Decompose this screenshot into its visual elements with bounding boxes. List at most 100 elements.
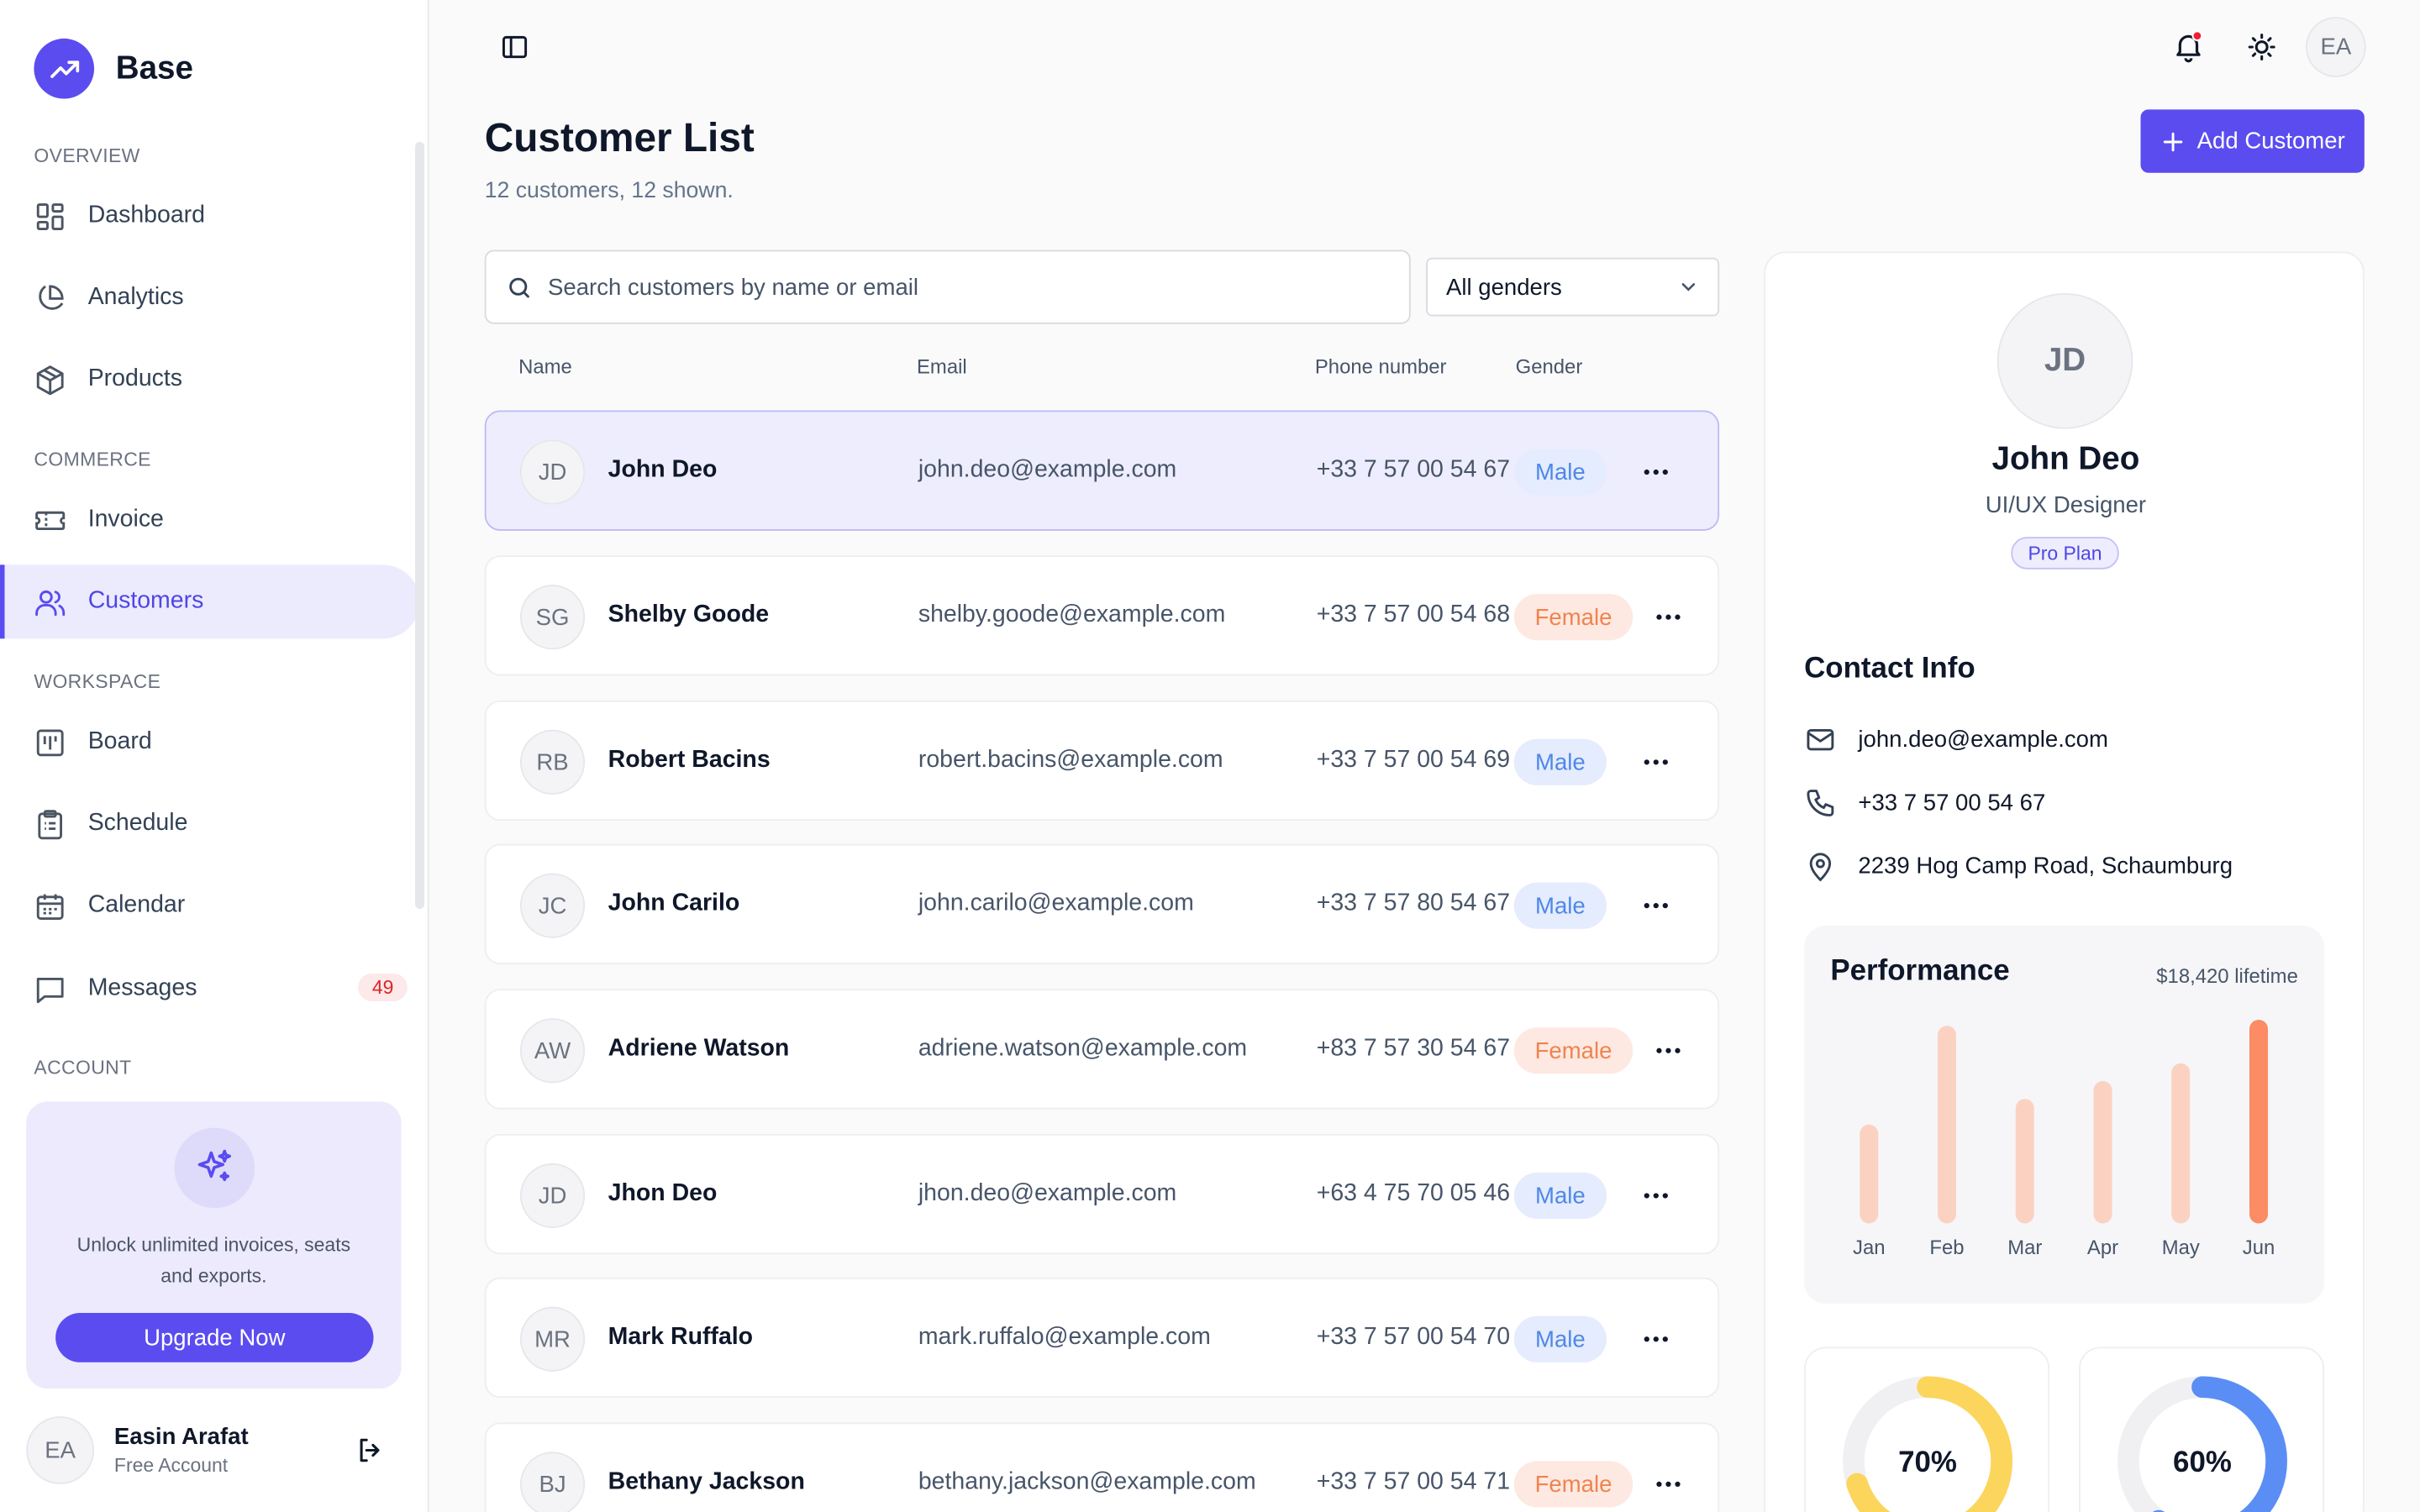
sidebar: Base OVERVIEW Dashboard Analytics Produc… (0, 0, 429, 1512)
sidebar-item-label: Schedule (87, 810, 188, 837)
sidebar-scrollbar[interactable] (415, 141, 425, 909)
customer-count: 12 customers, 12 shown. (484, 179, 734, 204)
search-icon (509, 276, 529, 297)
search-box (484, 249, 1411, 324)
upgrade-now-button[interactable]: Upgrade Now (55, 1313, 374, 1362)
performance-bar-chart: Jan Feb Mar Apr May Jun (1853, 1020, 2275, 1259)
gender-filter-select[interactable]: All genders (1426, 257, 1720, 317)
gender-badge: Male (1513, 738, 1607, 785)
table-row[interactable]: JD Jhon Deo jhon.deo@example.com +63 4 7… (484, 1133, 1720, 1255)
trending-up-icon (34, 38, 95, 99)
customer-email: mark.ruffalo@example.com (918, 1323, 1211, 1351)
search-input[interactable] (548, 274, 1381, 301)
donut-chart-1: 70% (1843, 1376, 2013, 1512)
sidebar-item-calendar[interactable]: Calendar (0, 869, 420, 942)
more-options-icon[interactable] (1638, 455, 1675, 489)
section-label-overview: OVERVIEW (34, 144, 140, 167)
add-customer-button[interactable]: Add Customer (2140, 109, 2365, 173)
table-row[interactable]: BJ Bethany Jackson bethany.jackson@examp… (484, 1422, 1720, 1512)
tick-label-jun: Jun (2243, 1236, 2275, 1259)
ticket-icon (34, 504, 66, 537)
theme-sun-icon[interactable] (2245, 31, 2278, 64)
detail-name: John Deo (1991, 441, 2140, 477)
contact-address: 2239 Hog Camp Road, Schaumburg (1804, 850, 2233, 883)
contact-email-value: john.deo@example.com (1858, 727, 2108, 753)
more-options-icon[interactable] (1638, 889, 1675, 922)
customer-detail-panel: JD John Deo UI/UX Designer Pro Plan Cont… (1764, 251, 2365, 1512)
avatar: BJ (519, 1452, 586, 1512)
table-row[interactable]: AW Adriene Watson adriene.watson@example… (484, 989, 1720, 1110)
more-options-icon[interactable] (1649, 1034, 1686, 1068)
sparkles-icon (173, 1127, 255, 1209)
table-row[interactable]: SG Shelby Goode shelby.goode@example.com… (484, 555, 1720, 676)
sidebar-item-label: Analytics (87, 283, 184, 311)
performance-title: Performance (1830, 954, 2010, 988)
customer-phone: +33 7 57 00 54 67 (1316, 456, 1511, 483)
customer-phone: +33 7 57 00 54 69 (1316, 746, 1511, 774)
avatar: JC (519, 873, 586, 938)
donut-chart-2: 60% (2117, 1376, 2287, 1512)
more-options-icon[interactable] (1649, 600, 1686, 633)
customer-email: shelby.goode@example.com (918, 601, 1226, 628)
customer-name: Robert Bacins (608, 746, 771, 774)
sidebar-item-dashboard[interactable]: Dashboard (0, 179, 420, 253)
contact-phone[interactable]: +33 7 57 00 54 67 (1804, 787, 2045, 820)
mail-icon (1807, 729, 1834, 751)
bar-jan (1860, 1124, 1879, 1224)
gender-badge: Male (1513, 1172, 1607, 1219)
gender-badge: Female (1513, 1027, 1634, 1074)
customer-email: jhon.deo@example.com (918, 1180, 1177, 1207)
box-icon (34, 364, 66, 396)
clipboard-icon (34, 808, 66, 841)
column-header-phone: Phone number (1314, 354, 1447, 378)
sidebar-item-label: Calendar (87, 891, 186, 918)
customer-name: John Deo (608, 456, 718, 483)
brand[interactable]: Base (34, 38, 193, 99)
table-row[interactable]: RB Robert Bacins robert.bacins@example.c… (484, 700, 1720, 822)
sidebar-item-messages[interactable]: Messages 49 (0, 952, 420, 1026)
upgrade-text: Unlock unlimited invoices, seats and exp… (76, 1234, 351, 1287)
contact-phone-value: +33 7 57 00 54 67 (1858, 790, 2046, 816)
contact-email[interactable]: john.deo@example.com (1804, 723, 2108, 756)
brand-name: Base (115, 50, 193, 86)
sidebar-item-products[interactable]: Products (0, 343, 420, 417)
avatar[interactable]: EA (2306, 17, 2366, 77)
table-row[interactable]: MR Mark Ruffalo mark.ruffalo@example.com… (484, 1277, 1720, 1399)
customer-name: Jhon Deo (608, 1180, 718, 1207)
lifetime-value: $18,420 lifetime (2156, 963, 2298, 988)
sidebar-toggle-icon[interactable] (500, 33, 529, 62)
logout-icon[interactable] (355, 1435, 386, 1466)
tick-label-jan: Jan (1853, 1236, 1885, 1259)
sidebar-item-label: Board (87, 727, 152, 755)
table-row[interactable]: JD John Deo john.deo@example.com +33 7 5… (484, 410, 1720, 531)
customer-name: Adriene Watson (608, 1035, 790, 1062)
more-options-icon[interactable] (1638, 1179, 1675, 1212)
avatar: MR (519, 1306, 586, 1372)
more-options-icon[interactable] (1638, 745, 1675, 779)
sidebar-item-board[interactable]: Board (0, 705, 420, 779)
customer-phone: +33 7 57 00 54 70 (1316, 1323, 1511, 1351)
gender-filter-value: All genders (1445, 274, 1562, 301)
customer-phone: +33 7 57 00 54 68 (1316, 601, 1511, 628)
donut-progress (2117, 1376, 2287, 1512)
tick-label-feb: Feb (1929, 1236, 1964, 1259)
table-row[interactable]: JC John Carilo john.carilo@example.com +… (484, 843, 1720, 964)
more-options-icon[interactable] (1638, 1322, 1675, 1356)
sidebar-item-analytics[interactable]: Analytics (0, 260, 420, 334)
customer-email: john.carilo@example.com (918, 890, 1194, 916)
performance-card: Performance $18,420 lifetime Jan Feb Mar Ap… (1804, 926, 2325, 1305)
sidebar-item-invoice[interactable]: Invoice (0, 483, 420, 557)
sidebar-item-customers[interactable]: Customers (0, 564, 420, 639)
notification-bell-icon[interactable] (2171, 29, 2205, 63)
user-name: Easin Arafat (113, 1424, 249, 1451)
sidebar-item-schedule[interactable]: Schedule (0, 787, 420, 861)
pie-chart-icon (34, 281, 66, 314)
donut-progress (1843, 1376, 2013, 1512)
customer-phone: +83 7 57 30 54 67 (1316, 1035, 1511, 1062)
more-options-icon[interactable] (1649, 1467, 1686, 1501)
user-profile[interactable]: EA Easin Arafat Free Account (26, 1416, 397, 1484)
tick-label-apr: Apr (2087, 1236, 2118, 1259)
map-pin-icon (1809, 853, 1832, 882)
avatar: JD (519, 1163, 586, 1229)
column-header-email: Email (916, 354, 967, 378)
